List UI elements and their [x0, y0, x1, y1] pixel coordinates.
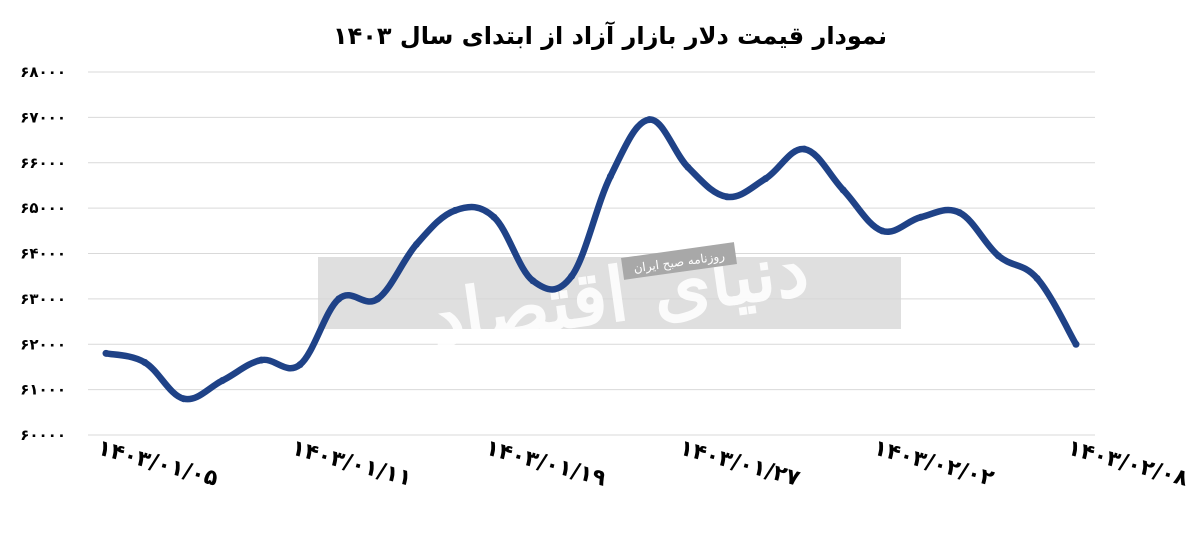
data-point [994, 252, 1002, 260]
data-point [296, 361, 304, 369]
x-axis: ۱۴۰۳/۰۱/۰۵ ۱۴۰۳/۰۱/۱۱ ۱۴۰۳/۰۱/۱۹ ۱۴۰۳/۰۱/۲۷… [95, 436, 1191, 492]
y-axis: ۶۰۰۰۰ ۶۱۰۰۰ ۶۲۰۰۰ ۶۳۰۰۰ ۶۴۰۰۰ ۶۵۰۰۰ ۶۶۰۰۰ ۶۷۰۰۰… [20, 63, 66, 444]
y-tick-label: ۶۷۰۰۰ [20, 108, 66, 126]
x-tick-label: ۱۴۰۳/۰۱/۰۵ [95, 436, 221, 492]
data-point [412, 240, 420, 248]
x-tick-label: ۱۴۰۳/۰۲/۰۸ [1065, 436, 1191, 492]
data-point [762, 175, 770, 183]
y-tick-label: ۶۵۰۰۰ [20, 199, 66, 217]
x-tick-label: ۱۴۰۳/۰۱/۱۱ [289, 436, 415, 492]
x-tick-label: ۱۴۰۳/۰۱/۲۷ [677, 436, 803, 492]
data-point [606, 172, 614, 180]
data-point [723, 193, 731, 201]
data-point [956, 209, 964, 217]
x-tick-label: ۱۴۰۳/۰۱/۱۹ [483, 436, 609, 492]
data-point [218, 377, 226, 385]
watermark-logo: دنیای اقتصاد [425, 226, 813, 364]
y-tick-label: ۶۳۰۰۰ [20, 290, 66, 308]
data-point [878, 227, 886, 235]
series-line [102, 116, 1080, 403]
data-point [180, 395, 188, 403]
watermark-band [318, 257, 901, 329]
y-tick-label: ۶۴۰۰۰ [20, 245, 66, 263]
data-point [645, 116, 653, 124]
data-point [141, 358, 149, 366]
data-point [684, 163, 692, 171]
watermark-tagline-box [621, 242, 737, 280]
y-tick-label: ۶۲۰۰۰ [20, 335, 66, 353]
data-point [839, 186, 847, 194]
y-tick-label: ۶۶۰۰۰ [20, 154, 66, 172]
data-point [451, 206, 459, 214]
data-point [568, 272, 576, 280]
data-point [374, 295, 382, 303]
y-tick-label: ۶۰۰۰۰ [20, 426, 66, 444]
chart-title: نمودار قیمت دلار بازار آزاد از ابتدای سا… [333, 21, 887, 50]
data-point [490, 213, 498, 221]
watermark: دنیای اقتصاد روزنامه صبح ایران [318, 226, 901, 364]
data-point [529, 277, 537, 285]
y-tick-label: ۶۸۰۰۰ [20, 63, 66, 81]
data-point [102, 349, 110, 357]
data-point [257, 356, 265, 364]
x-tick-label: ۱۴۰۳/۰۲/۰۲ [871, 436, 997, 492]
data-point [800, 145, 808, 153]
data-point [1072, 340, 1080, 348]
grid [88, 71, 1095, 436]
data-point [917, 213, 925, 221]
y-tick-label: ۶۱۰۰۰ [20, 381, 66, 399]
series-group [102, 116, 1080, 403]
data-point [335, 295, 343, 303]
data-point [1033, 274, 1041, 282]
